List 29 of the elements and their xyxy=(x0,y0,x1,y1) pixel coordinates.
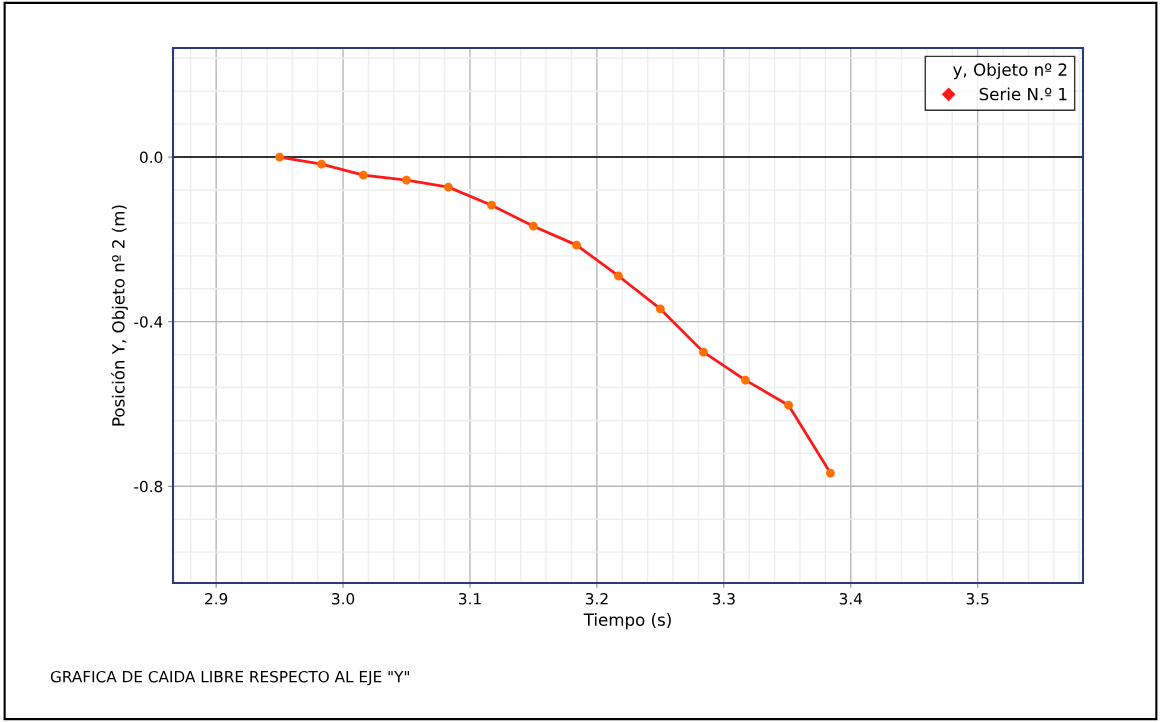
x-tick-label: 3.2 xyxy=(585,592,608,605)
x-tick-label: 3.0 xyxy=(332,592,355,605)
point xyxy=(529,221,538,231)
y-axis-title: Posición Y, Objeto nº 2 (m) xyxy=(111,205,128,426)
y-tick-label: 0.0 xyxy=(139,151,163,164)
x-axis-title: Tiempo (s) xyxy=(583,613,671,630)
point xyxy=(275,152,284,162)
y-tick-label: -0.4 xyxy=(134,316,163,328)
point xyxy=(655,304,665,314)
text: GRAFICA DE CAIDA LIBRE RESPECTO AL EJE "Y" xyxy=(50,670,410,686)
point xyxy=(402,175,411,185)
point xyxy=(784,400,793,410)
point xyxy=(572,240,581,250)
y-tick-label: -0.8 xyxy=(134,480,163,493)
legend-title: y, Objeto nº 2 xyxy=(953,63,1067,80)
point xyxy=(699,347,708,357)
legend-label: Serie N.º 1 xyxy=(979,87,1067,101)
x-tick-label: 3.5 xyxy=(966,592,989,605)
point xyxy=(317,159,326,169)
point xyxy=(741,375,750,385)
x-tick-label: 3.4 xyxy=(839,592,863,605)
point xyxy=(487,200,496,210)
x-tick-label: 3.3 xyxy=(712,592,735,605)
point xyxy=(826,468,835,478)
point xyxy=(444,182,453,192)
x-tick-label: 2.9 xyxy=(205,592,228,605)
point xyxy=(614,271,623,281)
point xyxy=(358,170,368,180)
x-tick-label: 3.1 xyxy=(459,592,481,605)
